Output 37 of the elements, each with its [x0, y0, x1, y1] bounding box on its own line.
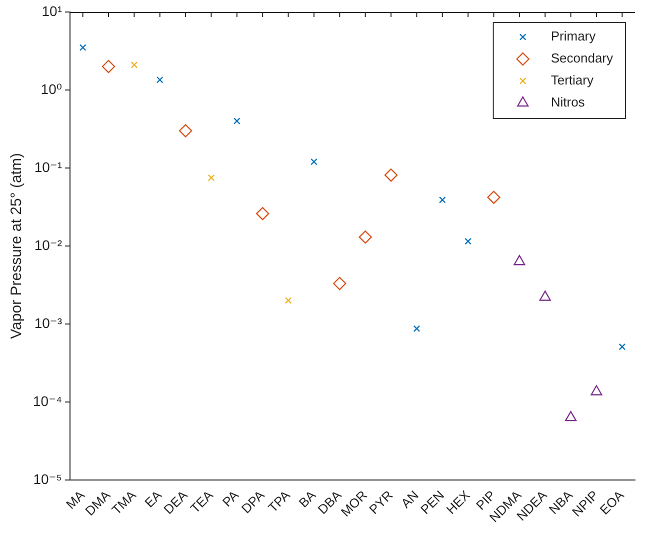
legend-label: Primary — [550, 28, 596, 44]
point — [487, 190, 500, 204]
point — [233, 118, 240, 124]
point — [102, 60, 116, 74]
point — [256, 206, 270, 220]
point — [618, 343, 626, 350]
y-tick-label: 10⁻² — [34, 236, 62, 253]
y-tick-label: 10⁻⁵ — [33, 470, 62, 487]
legend-label: Nitros — [550, 94, 586, 110]
point — [284, 297, 292, 304]
point — [79, 44, 86, 51]
x-tick-label: BA — [296, 487, 319, 510]
point — [310, 158, 318, 166]
y-axis-title: Vapor Pressure at 25° (atm) — [8, 153, 26, 339]
x-tick-label: AN — [398, 487, 422, 511]
point — [156, 76, 164, 84]
legend-label: Tertiary — [550, 72, 594, 88]
point — [130, 61, 138, 68]
point — [178, 124, 192, 138]
point — [564, 410, 577, 422]
point — [464, 238, 472, 245]
point — [333, 276, 346, 290]
y-tick-label: 10⁰ — [40, 80, 62, 97]
y-tick-label: 10⁻¹ — [34, 158, 62, 175]
point — [438, 196, 446, 204]
y-tick-label: 10⁻⁴ — [32, 392, 62, 409]
point — [413, 325, 420, 332]
y-tick-label: 10¹ — [42, 2, 62, 19]
point — [208, 174, 215, 182]
point — [590, 385, 602, 396]
legend-label: Secondary — [550, 50, 614, 66]
x-tick-label: TPA — [265, 487, 294, 516]
point — [539, 290, 551, 301]
point — [384, 168, 398, 182]
point — [358, 230, 372, 244]
point — [514, 255, 526, 266]
y-tick-label: 10⁻³ — [34, 314, 62, 331]
